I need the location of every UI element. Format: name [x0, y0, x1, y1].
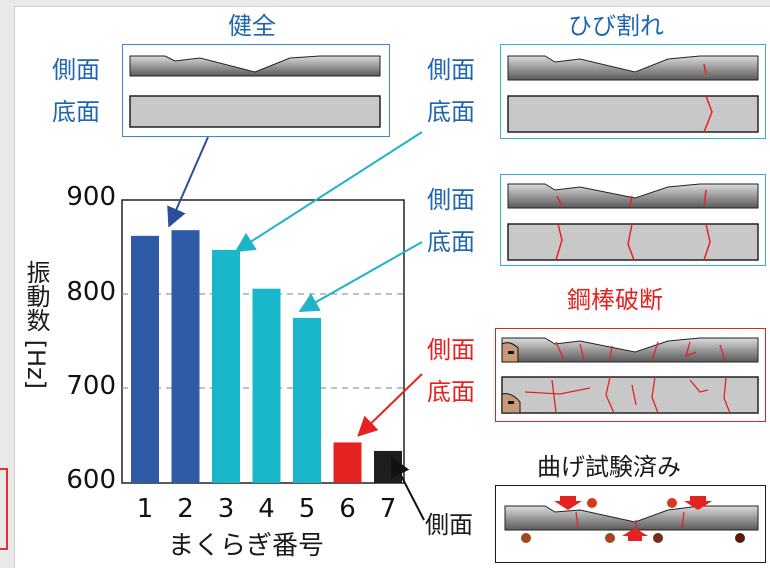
- bar-1: [131, 235, 159, 483]
- healthy-sleeper-panel: [122, 44, 390, 137]
- xtick-2: 2: [177, 494, 194, 524]
- broken-title: 鋼棒破断: [567, 286, 663, 314]
- crack1-side-label: 側面: [427, 56, 475, 84]
- broken-side-view: [501, 337, 759, 363]
- healthy-title: 健全: [228, 12, 276, 40]
- load-arrow-left: [554, 496, 582, 510]
- healthy-side-view: [129, 55, 381, 77]
- crack2-bottom-view: [507, 223, 759, 261]
- bend-title: 曲げ試験済み: [537, 453, 681, 481]
- bar-7: [374, 450, 402, 483]
- arrow-bend: [391, 456, 425, 521]
- ytick-600: 600: [66, 465, 116, 495]
- xtick-6: 6: [339, 494, 356, 524]
- ytick-700: 700: [66, 371, 116, 401]
- crack1-bottom-label: 底面: [427, 98, 475, 126]
- broken-bottom-view: [501, 376, 759, 414]
- arrow-crack2: [298, 241, 423, 312]
- healthy-bottom-label: 底面: [52, 98, 100, 126]
- bar-3: [212, 249, 240, 483]
- load-arrow-right: [684, 496, 712, 510]
- bend-sleeper-panel: [495, 485, 766, 563]
- healthy-bottom-view: [129, 95, 381, 128]
- bend-side-view: [504, 505, 759, 531]
- crack2-side-view: [507, 183, 759, 209]
- bar-5: [293, 317, 321, 483]
- ytick-800: 800: [66, 277, 116, 307]
- bar-4: [252, 288, 281, 483]
- ytick-900: 900: [66, 182, 116, 212]
- broken-bottom-label: 底面: [427, 378, 475, 406]
- left-edge-marker: [0, 468, 8, 550]
- xtick-5: 5: [298, 494, 316, 524]
- top-window-edge: [14, 0, 770, 7]
- crack2-sleeper-panel: [500, 174, 766, 266]
- arrow-crack1: [234, 131, 423, 253]
- y-axis-label: 振動数 [Hz]: [22, 260, 50, 389]
- arrow-healthy: [167, 136, 209, 228]
- crack1-side-view: [507, 55, 759, 81]
- crack-title: ひび割れ: [568, 12, 664, 40]
- bar-2: [171, 230, 200, 483]
- left-window-edge: [0, 0, 15, 568]
- xtick-1: 1: [136, 494, 154, 524]
- bend-side-label: 側面: [425, 511, 473, 539]
- x-axis-label: まくらぎ番号: [168, 531, 325, 561]
- load-arrow-center: [622, 528, 648, 541]
- crack2-side-label: 側面: [427, 186, 475, 214]
- healthy-side-label: 側面: [52, 56, 100, 84]
- xtick-7: 7: [379, 494, 397, 524]
- broken-sleeper-panel: [495, 328, 766, 422]
- broken-side-label: 側面: [427, 336, 475, 364]
- crack1-sleeper-panel: [500, 44, 766, 139]
- bar-6: [333, 442, 362, 483]
- bar-group: [131, 230, 402, 483]
- xtick-3: 3: [217, 494, 235, 524]
- crack2-bottom-label: 底面: [427, 228, 475, 256]
- xtick-4: 4: [258, 494, 275, 524]
- arrow-broken: [357, 373, 423, 437]
- crack1-bottom-view: [507, 95, 759, 133]
